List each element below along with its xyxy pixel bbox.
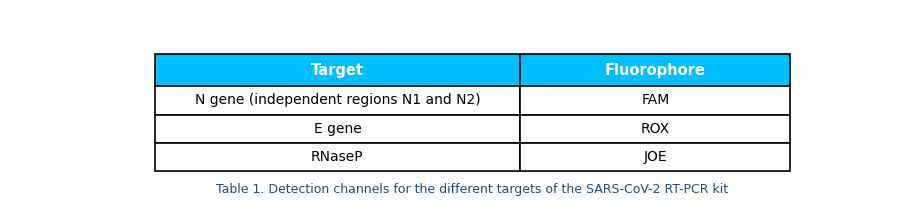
Bar (155, 115, 520, 143)
Text: E gene: E gene (313, 122, 361, 136)
Bar (520, 115, 790, 143)
Text: Table 1. Detection channels for the different targets of the SARS-CoV-2 RT-PCR k: Table 1. Detection channels for the diff… (217, 183, 728, 196)
Bar (155, 54, 520, 86)
Bar (155, 143, 520, 171)
Bar (520, 86, 790, 115)
Text: RNaseP: RNaseP (311, 150, 363, 164)
Bar (520, 143, 790, 171)
Bar (520, 54, 790, 86)
Text: Target: Target (311, 63, 364, 78)
Text: N gene (independent regions N1 and N2): N gene (independent regions N1 and N2) (195, 93, 480, 107)
Text: ROX: ROX (641, 122, 670, 136)
Bar (155, 86, 520, 115)
Text: FAM: FAM (641, 93, 669, 107)
Text: JOE: JOE (644, 150, 668, 164)
Text: Fluorophore: Fluorophore (605, 63, 706, 78)
